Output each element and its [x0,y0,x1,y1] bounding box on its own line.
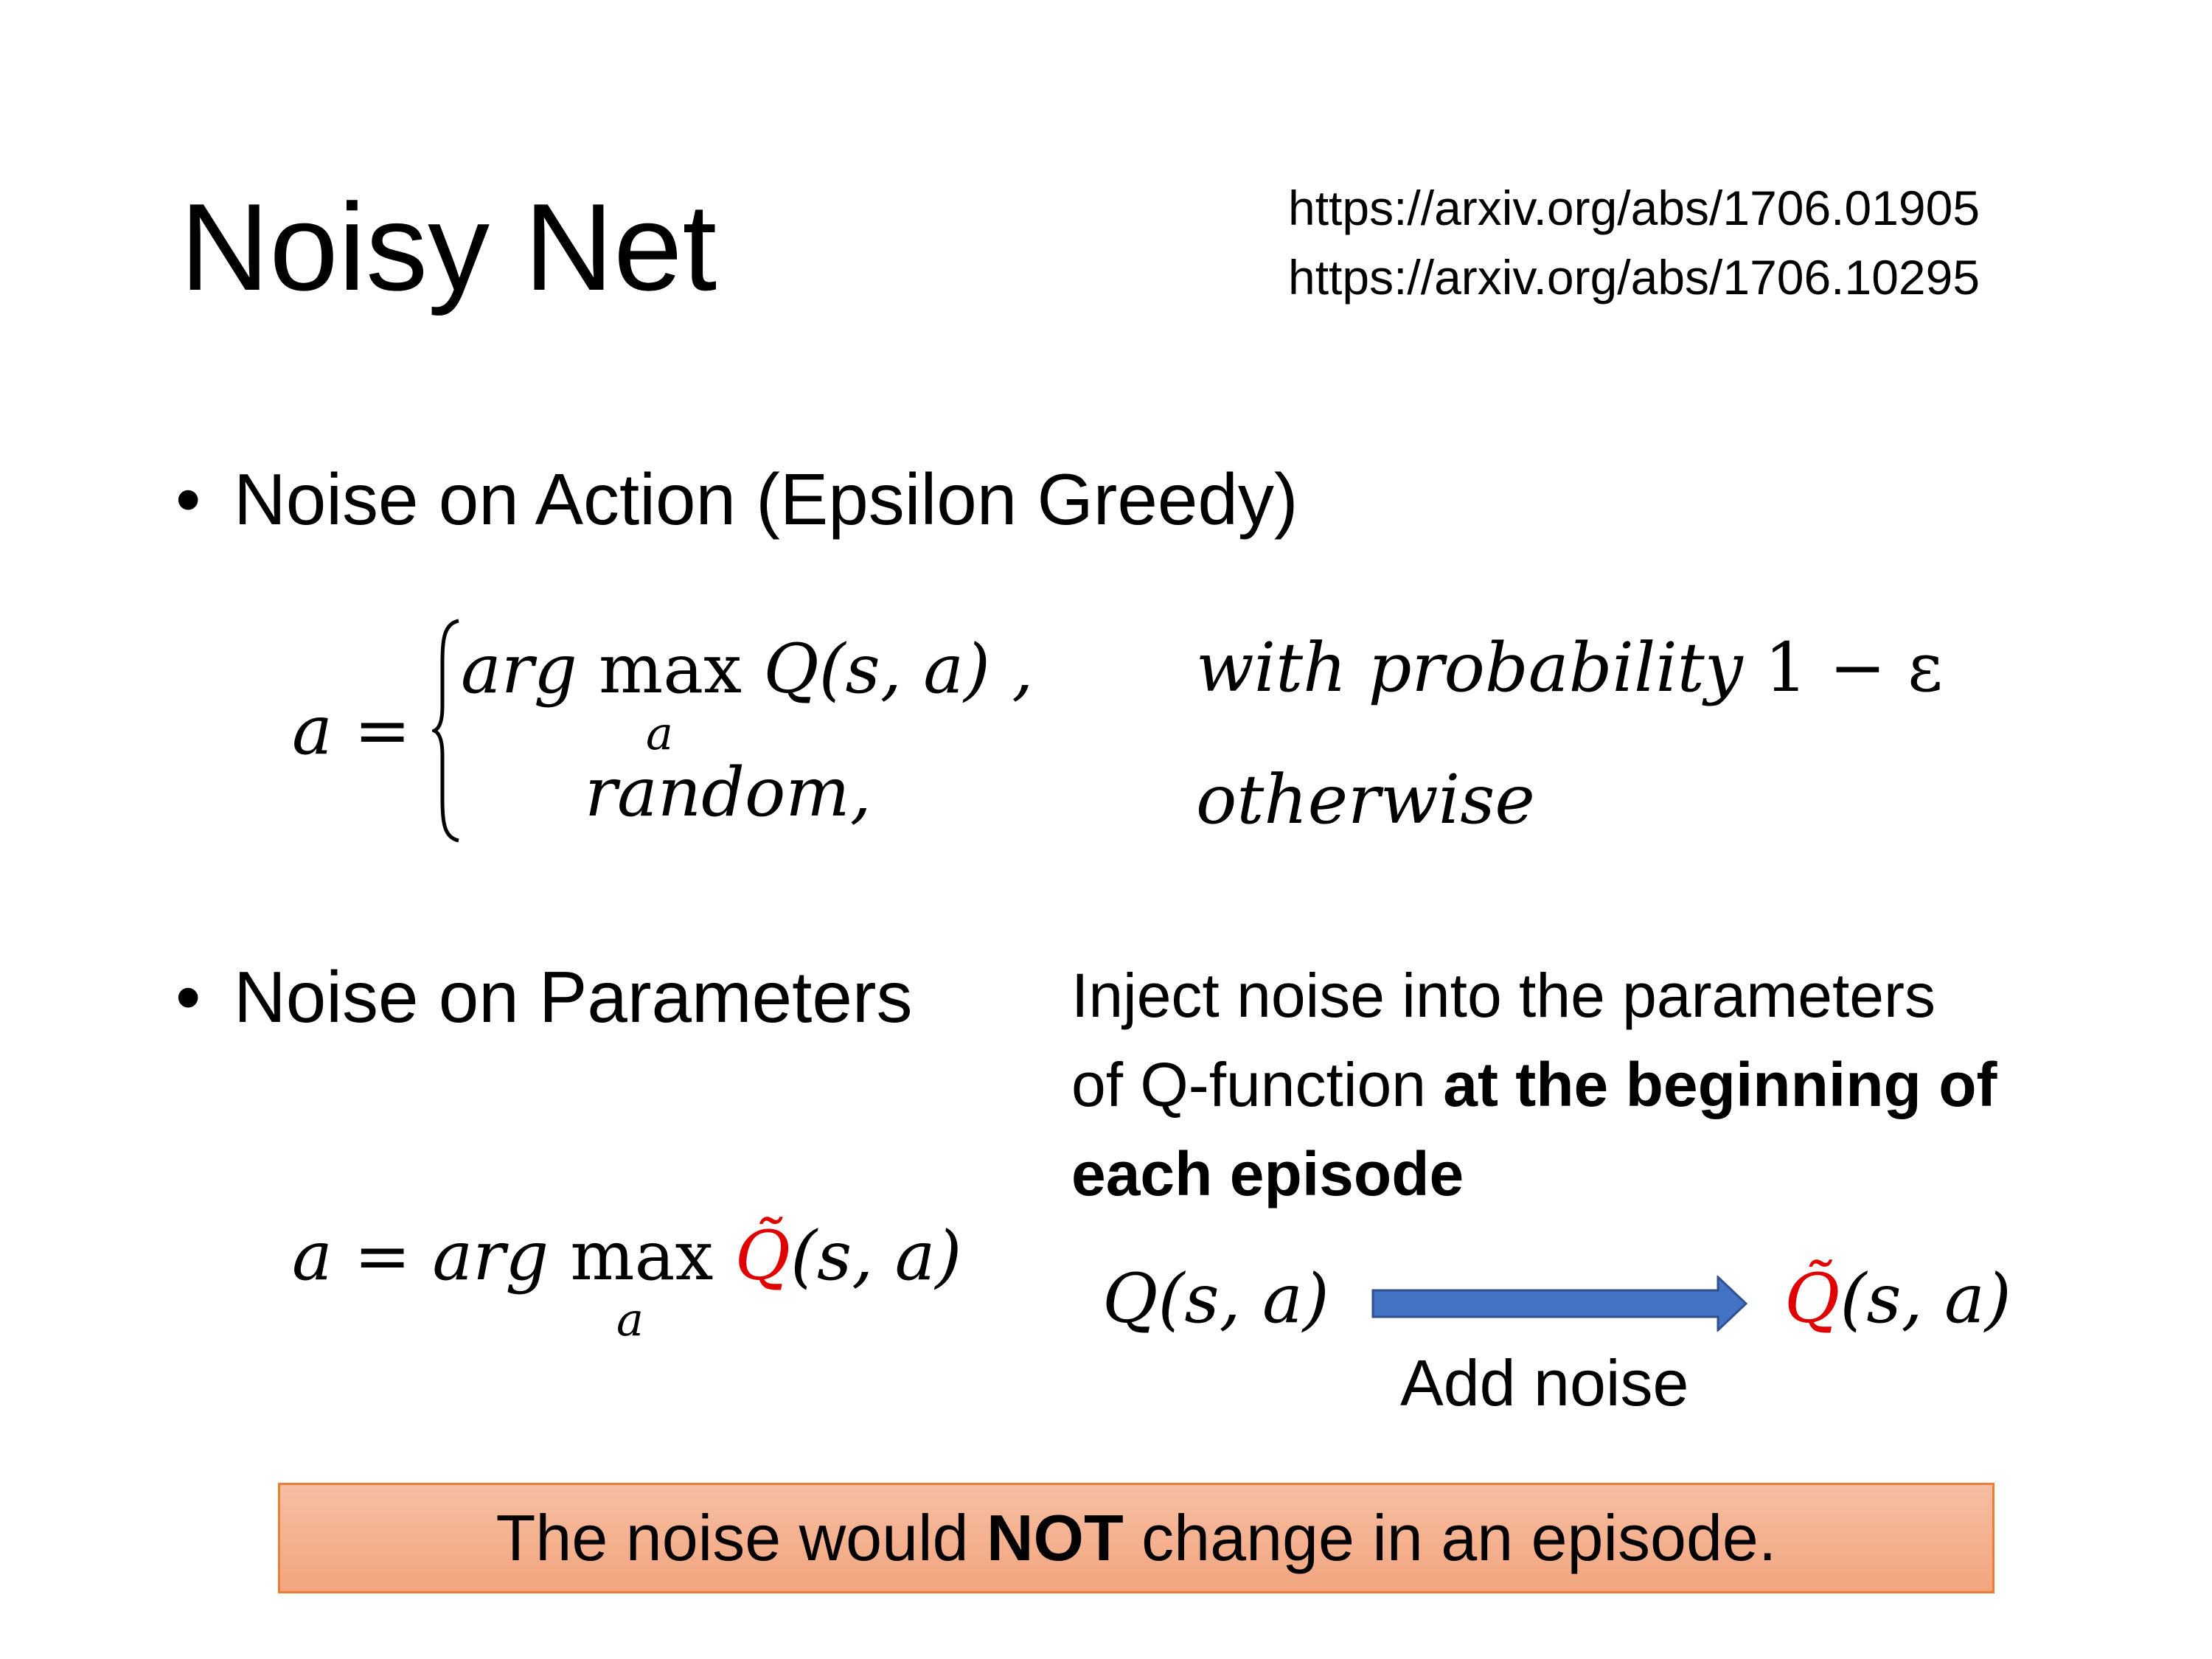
q-tilde-symbol: Q̃ [1784,1259,1840,1338]
description-line-3: each episode [1071,1139,1464,1208]
noisy-subscript: a [616,1293,644,1346]
case1-argmax: arg max Q(s, a) , [461,636,1033,703]
case1-subscript: a [646,706,673,760]
formula-lhs: a = [292,691,411,770]
case2-random: random, [585,753,872,832]
reference-link-1[interactable]: https://arxiv.org/abs/1706.01905 [1288,181,1980,235]
bullet-noise-on-parameters: Noise on Parameters [234,956,913,1037]
bullet-dot-1: • [175,459,201,540]
max-text: max [570,1217,714,1295]
q-tilde: Q̃ [734,1217,791,1295]
callout-suffix: change in an episode. [1123,1501,1777,1574]
condition-text: with probability [1196,628,1743,707]
reference-link-2[interactable]: https://arxiv.org/abs/1706.10295 [1288,250,1980,305]
bullet-noise-on-action: Noise on Action (Epsilon Greedy) [234,459,1298,540]
left-brace-icon [432,619,459,843]
arrow-label: Add noise [1400,1346,1689,1419]
right-arrow-icon [1371,1276,1747,1332]
case2-condition: otherwise [1196,760,1535,839]
bullet-dot-2: • [175,956,201,1037]
q-args: (s, a) [790,1217,962,1295]
q-args: (s, a) [1158,1259,1329,1338]
max-text: max [598,630,742,709]
description-bold: at the beginning of [1443,1050,1997,1119]
q-function: Q(s, a) , [763,630,1034,709]
q-noisy: Q̃(s, a) [1784,1265,2011,1333]
slide-title: Noisy Net [180,178,717,316]
arg-text: arg [461,630,577,709]
case1-condition: with probability 1 − ε [1196,634,1943,702]
callout-box: The noise would NOT change in an episode… [278,1483,1994,1593]
q-symbol: Q [1102,1259,1158,1338]
callout-bold: NOT [986,1501,1124,1574]
q-original: Q(s, a) [1102,1265,1329,1333]
noisy-argmax-formula: a = arg max Q̃(s, a) [292,1222,961,1290]
callout-text: The noise would NOT change in an episode… [496,1506,1777,1571]
q-tilde-args: (s, a) [1840,1259,2011,1338]
condition-value: 1 − ε [1764,628,1943,707]
description-line-1: Inject noise into the parameters [1071,961,1935,1030]
formula-lhs-arg: a = arg [292,1217,549,1295]
callout-prefix: The noise would [495,1501,987,1574]
description-line-2: of Q-function at the beginning of [1071,1054,1997,1116]
description-normal: of Q-function [1071,1050,1444,1119]
